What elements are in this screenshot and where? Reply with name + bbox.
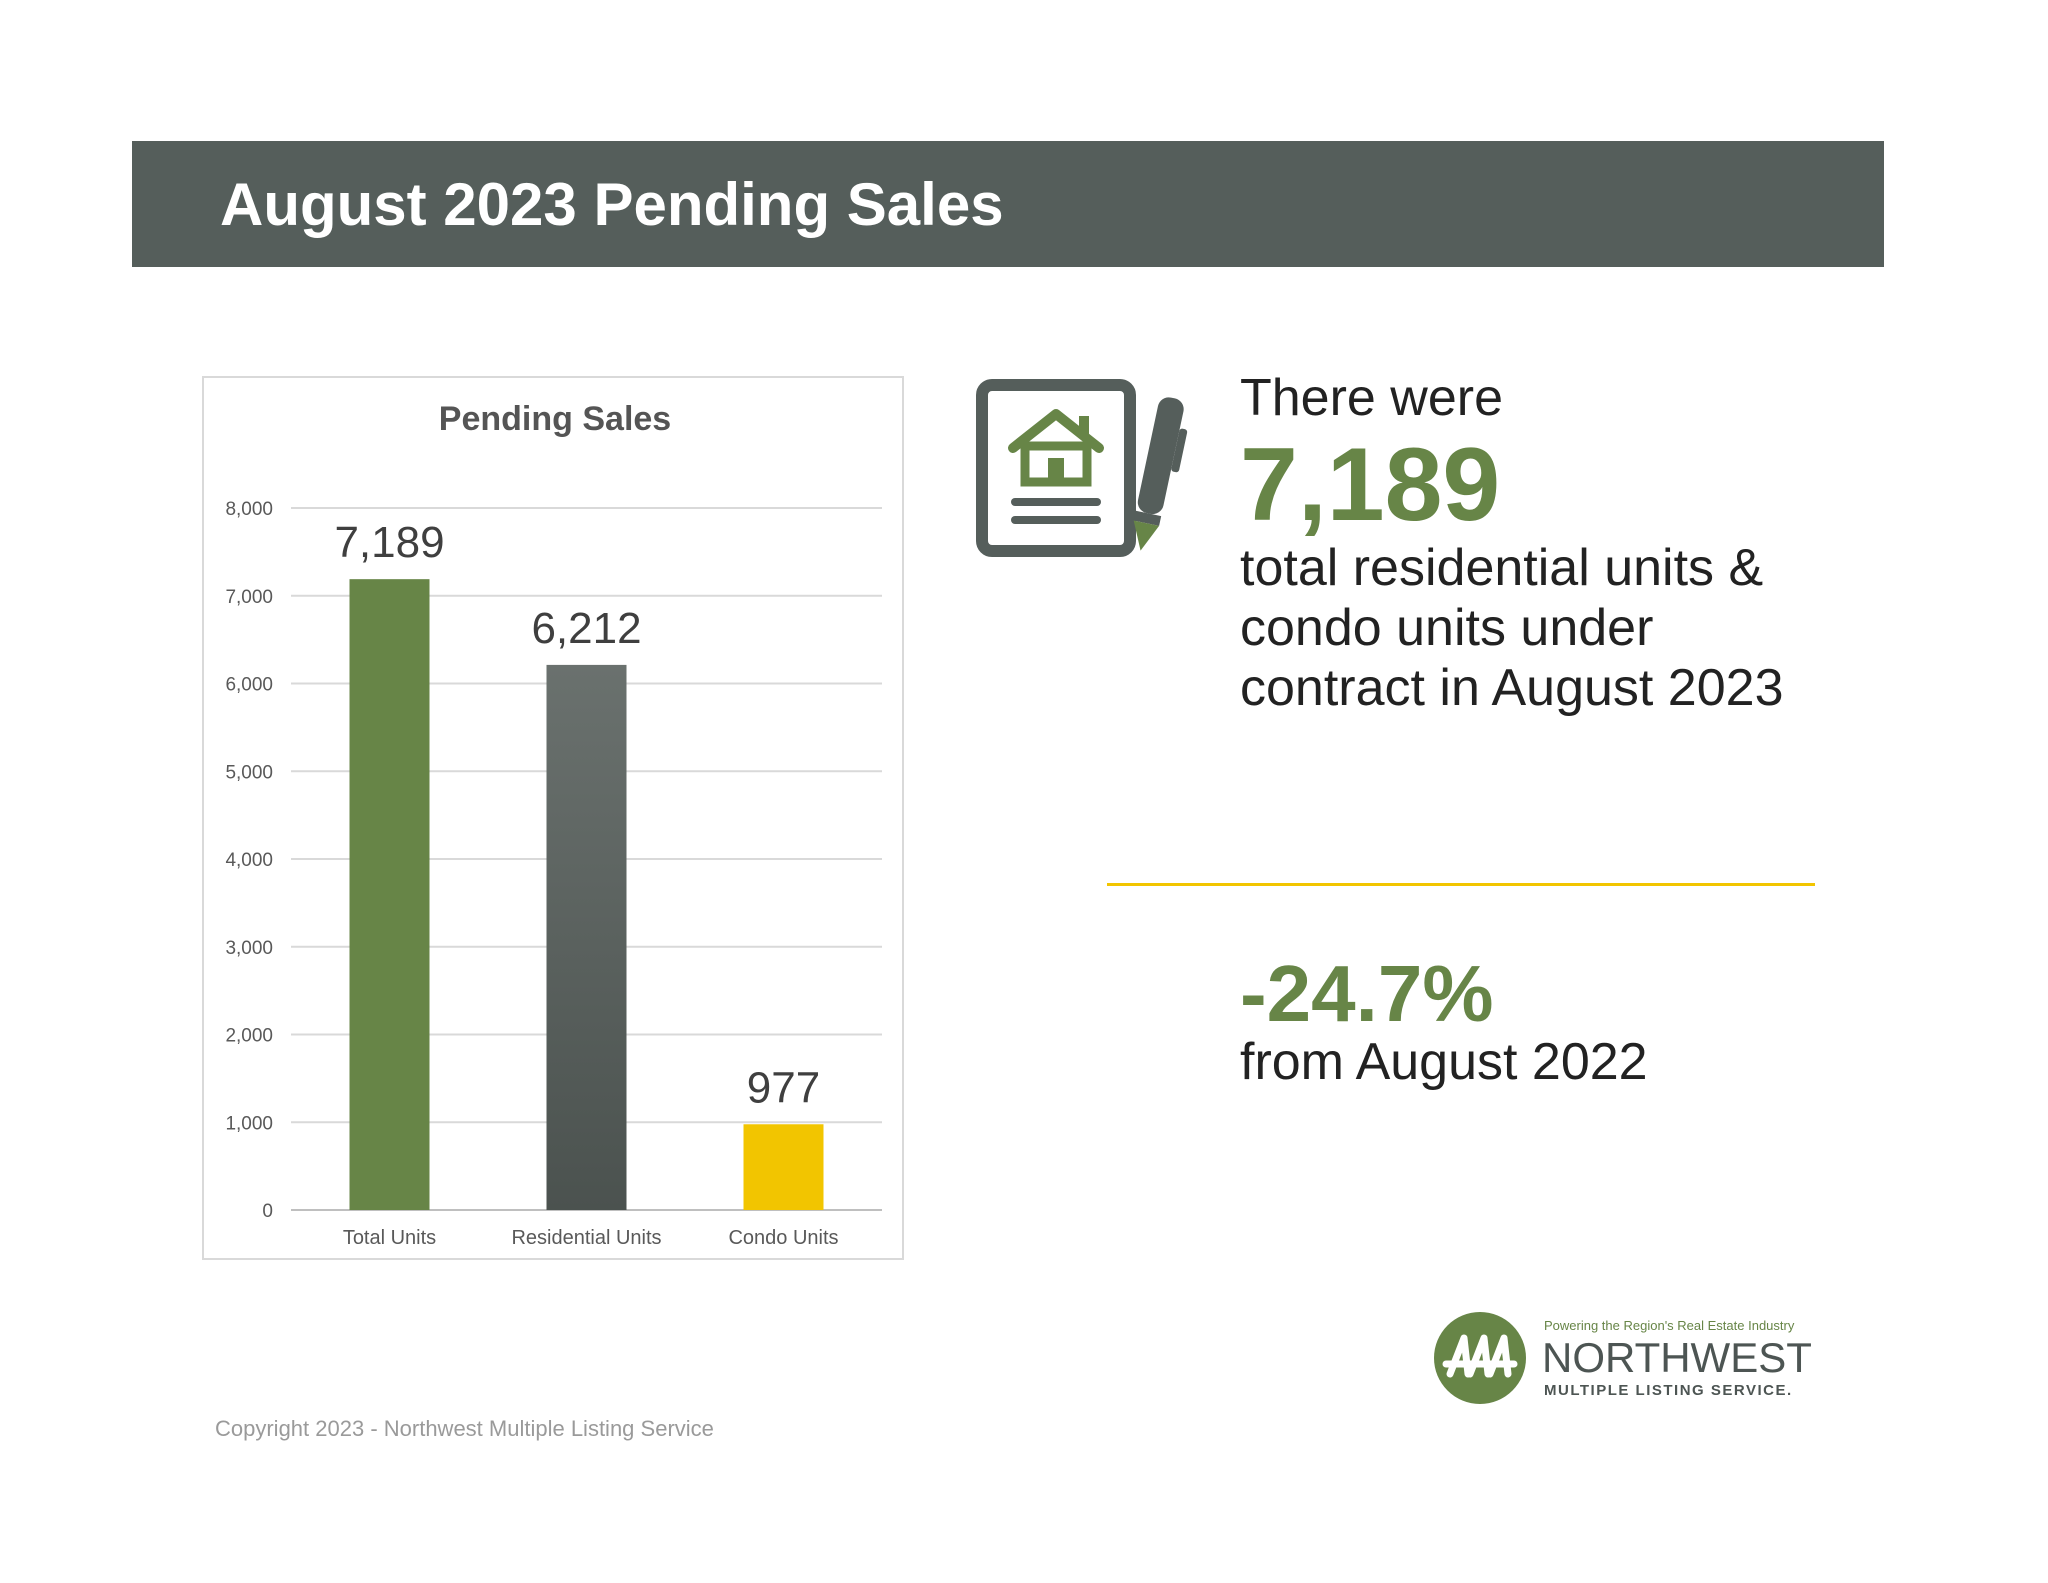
copyright: Copyright 2023 - Northwest Multiple List… bbox=[215, 1416, 714, 1441]
divider-line bbox=[1107, 883, 1815, 886]
page-title: August 2023 Pending Sales bbox=[220, 171, 1004, 238]
y-tick-label: 6,000 bbox=[225, 675, 273, 696]
logo-subname: MULTIPLE LISTING SERVICE. bbox=[1544, 1382, 1793, 1399]
data-label: 6,212 bbox=[531, 604, 641, 653]
y-tick-label: 3,000 bbox=[225, 938, 273, 959]
nwmls-logo-icon bbox=[1434, 1312, 1526, 1404]
data-label: 977 bbox=[747, 1063, 820, 1112]
y-tick-label: 1,000 bbox=[225, 1113, 273, 1134]
bar bbox=[743, 1124, 824, 1210]
x-tick-label: Condo Units bbox=[728, 1227, 838, 1249]
y-tick-label: 7,000 bbox=[225, 587, 273, 608]
stat-intro: There were bbox=[1240, 369, 1503, 427]
change-label: from August 2022 bbox=[1240, 1033, 1648, 1091]
x-tick-label: Total Units bbox=[343, 1227, 436, 1249]
stat-description: total residential units & condo units un… bbox=[1240, 539, 1784, 717]
chart-title: Pending Sales bbox=[439, 400, 671, 438]
header-banner: August 2023 Pending Sales bbox=[132, 141, 1884, 267]
y-tick-label: 5,000 bbox=[225, 762, 273, 783]
nwmls-logo[interactable]: Powering the Region's Real Estate Indust… bbox=[1432, 1310, 1827, 1410]
logo-tagline: Powering the Region's Real Estate Indust… bbox=[1544, 1318, 1795, 1333]
change-value: -24.7% bbox=[1240, 949, 1494, 1038]
y-tick-label: 0 bbox=[262, 1201, 273, 1222]
stat-value: 7,189 bbox=[1240, 427, 1501, 543]
bar bbox=[546, 664, 627, 1210]
y-tick-label: 4,000 bbox=[225, 850, 273, 871]
data-label: 7,189 bbox=[334, 518, 444, 567]
y-tick-label: 2,000 bbox=[225, 1026, 273, 1047]
chart-canvas: Pending Sales 0 1,000 2,000 3,000 4,000 5,000 6… bbox=[225, 400, 882, 1249]
x-tick-label: Residential Units bbox=[511, 1227, 661, 1249]
document-house-pencil-icon bbox=[976, 379, 1188, 557]
logo-name: NORTHWEST bbox=[1542, 1334, 1812, 1381]
bar bbox=[349, 579, 430, 1210]
y-tick-label: 8,000 bbox=[225, 499, 273, 520]
pending-sales-chart: Pending Sales 0 1,000 2,000 3,000 4,000 5,000 6… bbox=[202, 376, 904, 1260]
